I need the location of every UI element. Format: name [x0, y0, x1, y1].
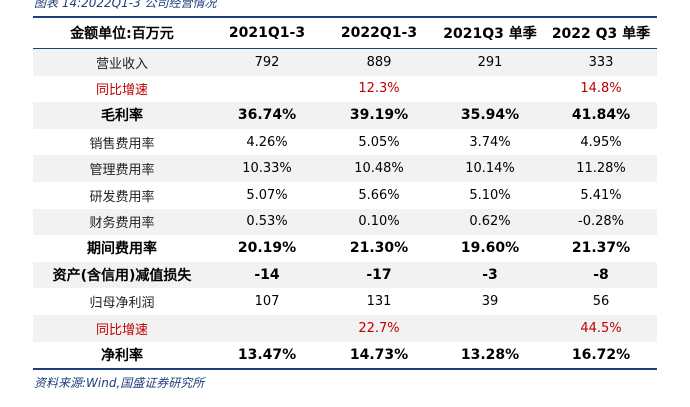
table-cell: -17 [366, 267, 392, 284]
row-label: 资产(含信用)减值损失 [52, 268, 192, 285]
table-cell: 22.7% [358, 320, 400, 336]
table-row: 毛利率 36.74% 39.19% 35.94% 41.84% [33, 102, 657, 129]
table-cell: 36.74% [237, 107, 297, 124]
table-cell: 5.07% [246, 187, 288, 203]
table-cell [435, 76, 545, 103]
row-label: 研发费用率 [89, 189, 155, 205]
table-cell: 107 [254, 294, 280, 310]
row-label: 销售费用率 [89, 136, 155, 152]
table-cell: 10.14% [465, 161, 515, 177]
table-row: 营业收入 792 889 291 333 [33, 48, 657, 76]
header-2021q1-3: 2021Q1-3 [228, 25, 306, 41]
table-cell: 39.19% [349, 107, 409, 124]
table-cell: 0.62% [469, 214, 511, 230]
financial-table: 金额单位:百万元 2021Q1-3 2022Q1-3 2021Q3 单季 202… [33, 16, 657, 370]
table-cell: 39 [481, 294, 499, 310]
table-cell: 889 [366, 54, 392, 70]
table-row: 财务费用率 0.53% 0.10% 0.62% -0.28% [33, 208, 657, 236]
table-cell: -0.28% [578, 214, 624, 230]
table-cell: 3.74% [469, 134, 511, 150]
table-cell: 333 [588, 54, 614, 70]
table-cell: -3 [482, 267, 498, 284]
table-cell: 35.94% [460, 107, 520, 124]
table-cell: 0.53% [246, 214, 288, 230]
row-label: 毛利率 [101, 108, 143, 125]
table-cell: 56 [592, 294, 610, 310]
table-cell: 10.33% [242, 161, 292, 177]
table-cell: 4.26% [246, 134, 288, 150]
row-label: 营业收入 [95, 56, 148, 72]
table-row: 管理费用率 10.33% 10.48% 10.14% 11.28% [33, 155, 657, 182]
table-cell: -8 [593, 267, 609, 284]
table-cell: 4.95% [580, 134, 622, 150]
table-cell [211, 76, 323, 103]
table-cell: 21.37% [571, 240, 631, 257]
table-cell [435, 315, 545, 342]
source-note: 资料来源:Wind,国盛证券研究所 [34, 376, 205, 390]
table-cell: 5.41% [580, 187, 622, 203]
table-cell: -14 [254, 267, 280, 284]
table-row: 研发费用率 5.07% 5.66% 5.10% 5.41% [33, 181, 657, 209]
table-cell: 0.10% [358, 214, 400, 230]
table-row: 净利率 13.47% 14.73% 13.28% 16.72% [33, 341, 657, 370]
table-cell: 10.48% [354, 161, 404, 177]
table-cell: 21.30% [349, 240, 409, 257]
table-cell: 16.72% [571, 346, 631, 363]
header-2022q3: 2022 Q3 单季 [551, 26, 651, 42]
row-label: 归母净利润 [89, 296, 155, 312]
table-row: 期间费用率 20.19% 21.30% 19.60% 21.37% [33, 235, 657, 262]
table-row: 归母净利润 107 131 39 56 [33, 288, 657, 315]
table-cell: 13.47% [237, 346, 297, 363]
table-cell: 5.05% [358, 134, 400, 150]
row-label: 同比增速 [95, 83, 148, 99]
table-row: 同比增速 12.3% 14.8% [33, 75, 657, 103]
row-label: 期间费用率 [87, 241, 157, 258]
table-cell: 291 [477, 54, 503, 70]
table-cell: 5.10% [469, 187, 511, 203]
table-row: 资产(含信用)减值损失 -14 -17 -3 -8 [33, 261, 657, 289]
table-row: 销售费用率 4.26% 5.05% 3.74% 4.95% [33, 128, 657, 156]
header-2022q1-3: 2022Q1-3 [340, 25, 418, 41]
table-cell: 13.28% [460, 346, 520, 363]
table-cell: 41.84% [571, 107, 631, 124]
header-2021q3: 2021Q3 单季 [443, 26, 537, 42]
table-caption: 图表 14:2022Q1-3 公司经营情况 [34, 0, 217, 10]
table-header-row: 金额单位:百万元 2021Q1-3 2022Q1-3 2021Q3 单季 202… [33, 17, 657, 49]
row-label: 财务费用率 [89, 216, 155, 232]
table-cell: 5.66% [358, 187, 400, 203]
row-label: 管理费用率 [89, 163, 155, 179]
table-cell: 12.3% [358, 81, 400, 97]
table-cell: 11.28% [576, 161, 626, 177]
header-unit: 金额单位:百万元 [70, 26, 174, 42]
table-cell: 44.5% [580, 320, 622, 336]
table-cell: 792 [254, 54, 280, 70]
table-row: 同比增速 22.7% 44.5% [33, 314, 657, 342]
table-cell: 14.73% [349, 346, 409, 363]
table-cell: 14.8% [580, 81, 622, 97]
table-cell [211, 315, 323, 342]
row-label: 同比增速 [95, 322, 148, 338]
table-cell: 131 [366, 294, 392, 310]
table-cell: 20.19% [237, 240, 297, 257]
table-cell: 19.60% [460, 240, 520, 257]
row-label: 净利率 [101, 347, 143, 364]
